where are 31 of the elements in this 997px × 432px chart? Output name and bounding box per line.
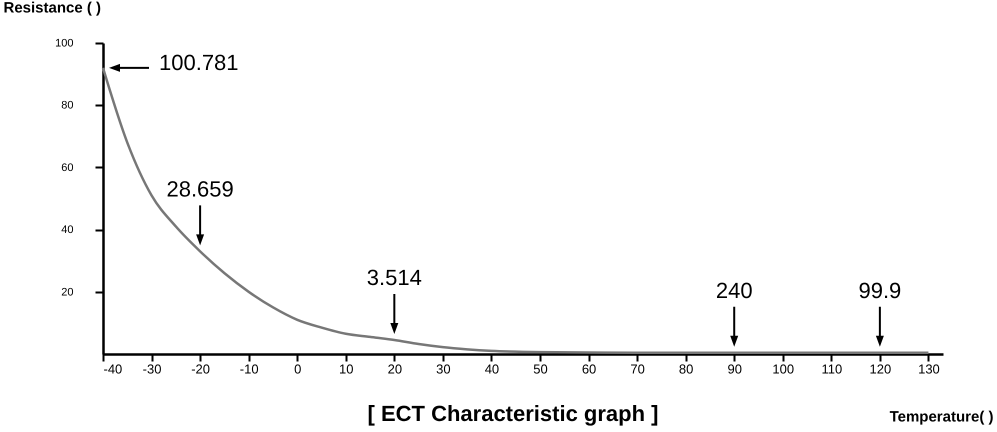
x-tick-label: 130 [918,362,940,376]
x-tick-label: -40 [104,362,122,376]
x-tick-label: 90 [727,362,742,376]
x-tick-label: 110 [821,362,842,376]
x-tick-label: 120 [870,362,892,376]
x-tick-label: 30 [436,362,451,376]
x-tick-label: 80 [678,362,694,376]
annotation: 100.781 [159,50,239,75]
x-tick-label: 100 [772,362,794,376]
x-tick-label: 60 [582,362,596,376]
x-tick-label: -20 [191,362,210,376]
y-tick-label: 80 [61,100,74,112]
x-tick-label: 70 [630,362,645,376]
annotation: 240 [716,278,753,303]
text: [ ECT Characteristic graph ] [368,401,658,426]
y-tick-label: 40 [61,224,74,236]
y-tick-label: 20 [61,286,74,298]
x-tick-label: 20 [388,362,402,376]
annotation: 99.9 [858,278,902,303]
annotation: 28.659 [166,176,234,202]
x-axis-title: Temperature( ) [890,408,994,426]
y-tick-label: 60 [61,162,74,174]
x-tick-label: -30 [142,362,162,376]
x-tick-label: 40 [484,362,500,376]
x-tick-label: 10 [339,362,354,376]
annotation: 3.514 [366,265,422,290]
x-tick-label: 50 [533,362,548,376]
x-tick-label: -10 [240,362,259,376]
x-tick-label: 0 [294,362,302,376]
y-tick-label: 100 [55,38,74,50]
y-axis-title: Resistance ( ) [4,0,102,16]
